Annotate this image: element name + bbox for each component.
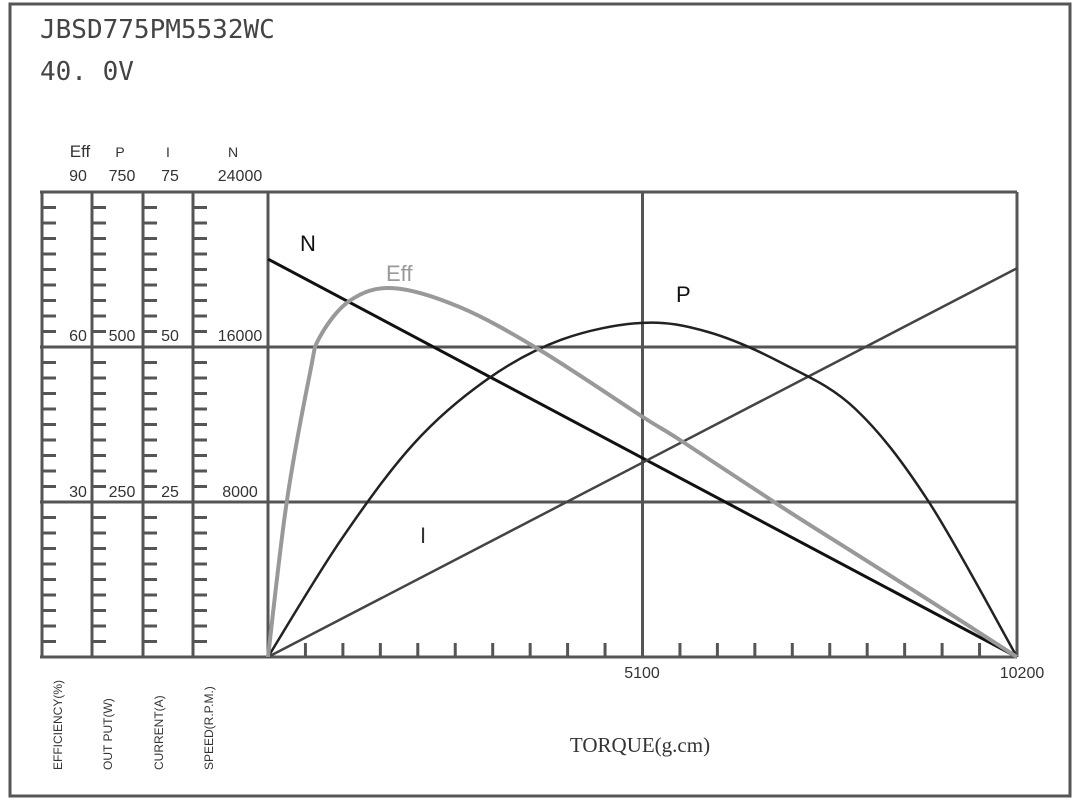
y-tick-label-Eff: 60 xyxy=(69,328,87,345)
series-line-P xyxy=(266,321,1019,658)
y-tick-label-N: 8000 xyxy=(222,484,258,501)
series-line-I xyxy=(267,267,1018,659)
chart-frame xyxy=(8,2,1072,798)
chart-title: JBSD775PM5532WC xyxy=(40,15,275,45)
series-label-Eff: Eff xyxy=(386,261,413,286)
y-tick-label-P: 500 xyxy=(109,328,136,345)
curves xyxy=(266,257,1019,659)
y-axis-label-P: OUT PUT(W) xyxy=(101,698,115,770)
x-tick-label-5100: 5100 xyxy=(624,665,660,682)
series-label-P: P xyxy=(676,282,691,307)
y-tick-label-P: 250 xyxy=(109,484,136,501)
series-line-N xyxy=(267,257,1018,659)
y-axis-label-I: CURRENT(A) xyxy=(152,695,166,770)
y-axis-header-I: I xyxy=(166,144,170,160)
y-tick-label-Eff: 30 xyxy=(69,484,87,501)
y-tick-label-Eff: 90 xyxy=(69,168,87,185)
y-axis-header-N: N xyxy=(228,144,238,160)
y-tick-label-N: 24000 xyxy=(218,168,263,185)
x-axis-label: TORQUE(g.cm) xyxy=(570,733,710,757)
y-tick-label-P: 750 xyxy=(109,168,136,185)
y-axis-header-Eff: Eff xyxy=(70,142,91,161)
y-tick-label-I: 25 xyxy=(161,484,179,501)
chart-subtitle: 40. 0V xyxy=(40,57,134,87)
y-tick-label-I: 50 xyxy=(161,328,179,345)
y-axis-header-P: P xyxy=(115,144,124,160)
series-label-N: N xyxy=(300,231,316,256)
series-line-Eff xyxy=(266,285,1019,659)
left-axes: Eff 90 60 30 EFFICIENCY(%) P 750 500 250 OUT PUT(… xyxy=(40,142,263,770)
y-axis-label-Eff: EFFICIENCY(%) xyxy=(51,680,65,770)
y-tick-label-I: 75 xyxy=(161,168,179,185)
series-label-I: I xyxy=(420,523,426,548)
plot-grid xyxy=(40,190,1019,659)
x-tick-label-10200: 10200 xyxy=(1000,665,1045,682)
y-tick-label-N: 16000 xyxy=(218,328,263,345)
y-axis-label-N: SPEED(R.P.M.) xyxy=(202,686,216,770)
